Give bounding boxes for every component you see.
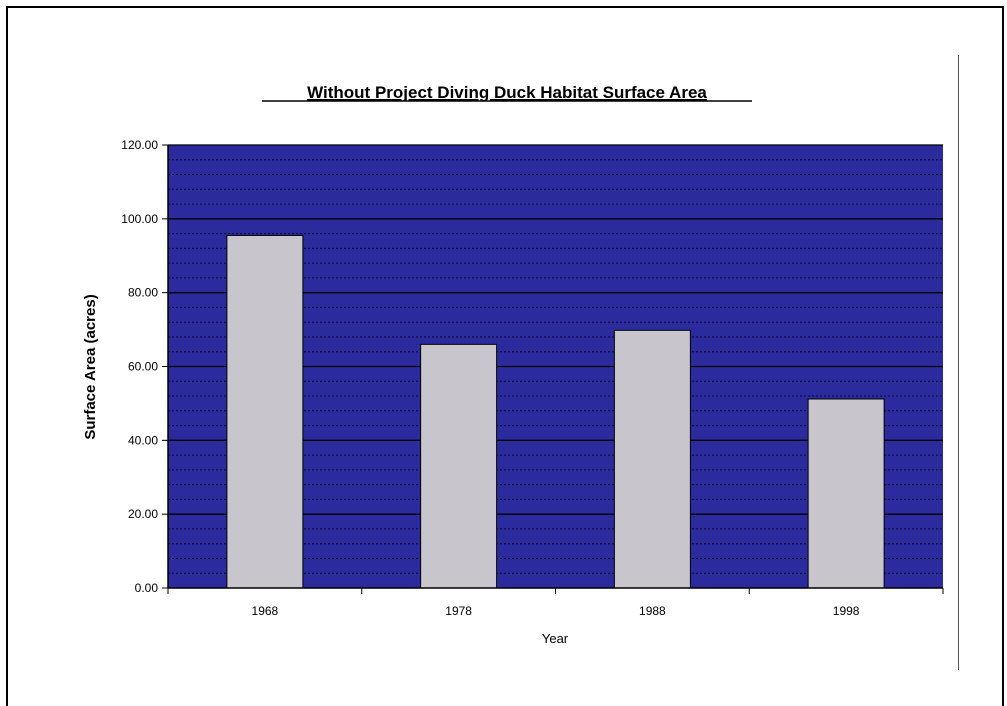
chart-title: Without Project Diving Duck Habitat Surf… — [307, 83, 707, 102]
y-tick-label: 60.00 — [128, 360, 158, 374]
y-tick-label: 120.00 — [121, 138, 158, 152]
x-tick-label: 1968 — [252, 604, 279, 618]
bar-1988 — [613, 329, 691, 589]
y-tick-label: 20.00 — [128, 507, 158, 521]
bar-1998 — [807, 398, 885, 589]
bar-1968 — [226, 234, 304, 589]
x-tick-labels: 1968 1978 1988 1998 — [252, 604, 860, 618]
x-axis-label: Year — [542, 631, 569, 646]
y-tick-label: 40.00 — [128, 433, 158, 447]
y-axis-label: Surface Area (acres) — [82, 294, 99, 439]
y-tick-label: 0.00 — [135, 581, 159, 595]
bar-1978 — [420, 343, 498, 589]
y-tick-label: 80.00 — [128, 286, 158, 300]
chart-frame — [6, 6, 1004, 706]
x-tick-label: 1978 — [445, 604, 472, 618]
x-tick-label: 1988 — [639, 604, 666, 618]
side-divider-line — [958, 55, 959, 670]
x-tick-label: 1998 — [833, 604, 860, 618]
y-tick-label: 100.00 — [121, 212, 158, 226]
bars — [226, 234, 885, 589]
axes — [162, 144, 944, 594]
y-tick-labels: 0.00 20.00 40.00 60.00 80.00 100.00 120.00 — [121, 138, 158, 595]
